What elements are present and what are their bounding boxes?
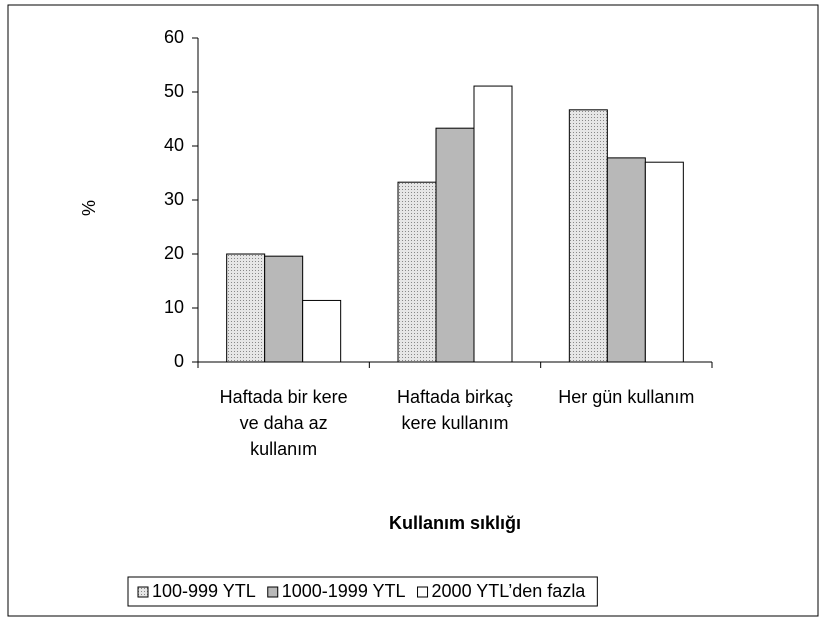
legend-swatch (137, 586, 149, 598)
legend-swatch (417, 586, 429, 598)
bar (226, 253, 266, 363)
y-tick-label: 50 (164, 81, 184, 101)
bar (264, 255, 304, 363)
y-tick-label: 20 (164, 243, 184, 263)
bar (644, 161, 684, 363)
legend-label: 1000-1999 YTL (282, 581, 406, 601)
x-tick-label: Haftada bir kere ve daha az kullanım (219, 387, 348, 459)
x-tick-label: Haftada birkaç kere kullanım (396, 387, 514, 433)
y-tick-label: 10 (164, 297, 184, 317)
y-tick-label: 30 (164, 189, 184, 209)
legend-label: 100-999 YTL (152, 581, 256, 601)
bar (435, 127, 475, 363)
bar (302, 299, 342, 363)
x-tick-label: Her gün kullanım (558, 387, 695, 407)
y-axis-label: % (79, 200, 99, 216)
bar (606, 157, 646, 363)
bar (473, 85, 513, 363)
x-axis-label: Kullanım sıklığı (389, 513, 521, 533)
frame (7, 4, 819, 617)
y-tick-label: 60 (164, 27, 184, 47)
legend-label: 2000 YTL’den fazla (432, 581, 587, 601)
y-tick-label: 40 (164, 135, 184, 155)
bar (568, 109, 608, 363)
y-tick-label: 0 (174, 351, 184, 371)
legend-box (127, 576, 598, 607)
bar (397, 181, 437, 363)
legend-swatch (267, 586, 279, 598)
